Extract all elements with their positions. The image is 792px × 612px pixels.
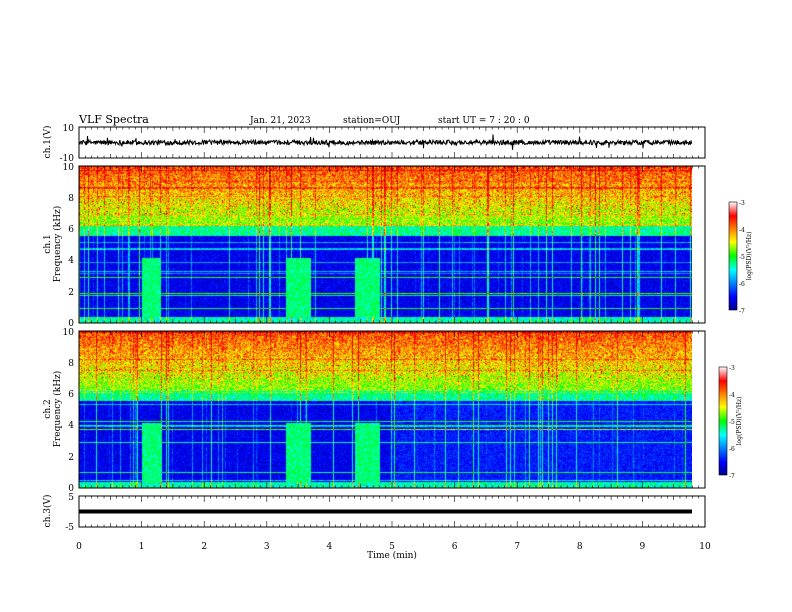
ch1-spectrogram-panel: 0 2 4 6 8 10 ch.1 Frequency (kHz) bbox=[43, 163, 706, 329]
ch3-wave-ytick-bottom: -5 bbox=[65, 523, 74, 533]
ch2-spectrogram-image bbox=[79, 331, 692, 488]
ch2-spec-ytick-4: 4 bbox=[68, 421, 74, 431]
ch1-waveform-panel: 10 -10 ch.1(V) bbox=[42, 124, 706, 164]
ch3-waveform-panel: 5 -5 ch.3(V) bbox=[42, 493, 706, 533]
x-tick-label: 4 bbox=[327, 542, 333, 552]
ch1-spec-ytick-2: 2 bbox=[68, 288, 74, 298]
ch2-spec-ytick-2: 2 bbox=[68, 453, 74, 463]
ch2-cb-tick-m6: -6 bbox=[729, 446, 735, 453]
ch2-colorbar: -3 -4 -5 -6 -7 log(PSD)(V²/Hz) bbox=[718, 365, 743, 480]
ch1-spec-ytick-6: 6 bbox=[68, 225, 74, 235]
x-tick-label: 9 bbox=[640, 542, 646, 552]
x-tick-label: 8 bbox=[577, 542, 583, 552]
x-axis-label: Time (min) bbox=[367, 550, 417, 561]
ch1-wave-ylabel: ch.1(V) bbox=[42, 126, 53, 159]
ch1-waveform-line bbox=[78, 134, 693, 150]
x-tick-label: 0 bbox=[76, 542, 82, 552]
ch2-spec-ylabel-channel: ch.2 bbox=[43, 399, 53, 418]
ch2-cb-tick-m4: -4 bbox=[729, 392, 735, 399]
figure-station: station=OUJ bbox=[343, 116, 401, 126]
figure-start-time: start UT = 7 : 20 : 0 bbox=[438, 116, 530, 126]
ch1-wave-ytick-top: 10 bbox=[63, 124, 75, 134]
ch1-spec-ylabel: Frequency (kHz) bbox=[52, 206, 63, 283]
ch1-cb-tick-m6: -6 bbox=[739, 281, 745, 288]
x-tick-label: 3 bbox=[264, 542, 270, 552]
ch2-spectrogram-ticks bbox=[78, 331, 706, 488]
ch1-spec-ytick-8: 8 bbox=[68, 194, 74, 204]
ch1-cb-label: log(PSD)(V²/Hz) bbox=[746, 232, 753, 281]
ch3-waveform-ticks bbox=[78, 496, 706, 527]
ch2-colorbar-scale bbox=[718, 366, 728, 476]
ch1-wave-ytick-bottom: -10 bbox=[60, 154, 75, 164]
ch2-spec-ytick-6: 6 bbox=[68, 390, 74, 400]
ch2-spec-ytick-8: 8 bbox=[68, 359, 74, 369]
ch1-spec-ytick-10: 10 bbox=[63, 163, 75, 173]
ch3-wave-ylabel: ch.3(V) bbox=[42, 495, 53, 528]
x-tick-label: 6 bbox=[452, 542, 458, 552]
ch2-cb-tick-m3: -3 bbox=[729, 365, 735, 372]
ch2-cb-label: log(PSD)(V²/Hz) bbox=[736, 397, 743, 446]
ch1-spectrogram-image bbox=[79, 166, 692, 323]
figure-title: VLF Spectra bbox=[78, 113, 149, 126]
x-tick-label: 10 bbox=[699, 542, 711, 552]
ch2-cb-tick-m5: -5 bbox=[729, 419, 735, 426]
x-tick-label: 5 bbox=[389, 542, 395, 552]
x-tick-label: 2 bbox=[201, 542, 207, 552]
ch1-cb-tick-m5: -5 bbox=[739, 254, 745, 261]
ch1-spec-ytick-0: 0 bbox=[68, 319, 74, 329]
ch3-wave-ytick-top: 5 bbox=[68, 493, 74, 503]
ch1-cb-tick-m3: -3 bbox=[739, 200, 745, 207]
ch2-spec-ytick-0: 0 bbox=[68, 484, 74, 494]
ch1-spec-ylabel-channel: ch.1 bbox=[43, 234, 53, 253]
ch1-colorbar-scale bbox=[728, 201, 738, 311]
ch1-cb-tick-m7: -7 bbox=[739, 308, 745, 315]
ch1-spectrogram-ticks bbox=[78, 166, 706, 323]
ch1-waveform-ticks bbox=[78, 127, 706, 158]
ch2-spec-ytick-10: 10 bbox=[63, 328, 75, 338]
x-axis-tick-labels: 0 1 2 3 4 5 6 7 8 9 10 bbox=[76, 542, 711, 552]
ch2-spectrogram-panel: 0 2 4 6 8 10 ch.2 Frequency (kHz) bbox=[43, 328, 706, 494]
ch2-cb-tick-m7: -7 bbox=[729, 473, 735, 480]
x-tick-label: 1 bbox=[139, 542, 145, 552]
ch1-colorbar: -3 -4 -5 -6 -7 log(PSD)(V²/Hz) bbox=[728, 200, 753, 315]
x-tick-label: 7 bbox=[514, 542, 520, 552]
figure-date: Jan. 21, 2023 bbox=[249, 116, 311, 126]
ch1-spec-ytick-4: 4 bbox=[68, 256, 74, 266]
ch2-spec-ylabel: Frequency (kHz) bbox=[52, 371, 63, 448]
ch1-cb-tick-m4: -4 bbox=[739, 227, 745, 234]
